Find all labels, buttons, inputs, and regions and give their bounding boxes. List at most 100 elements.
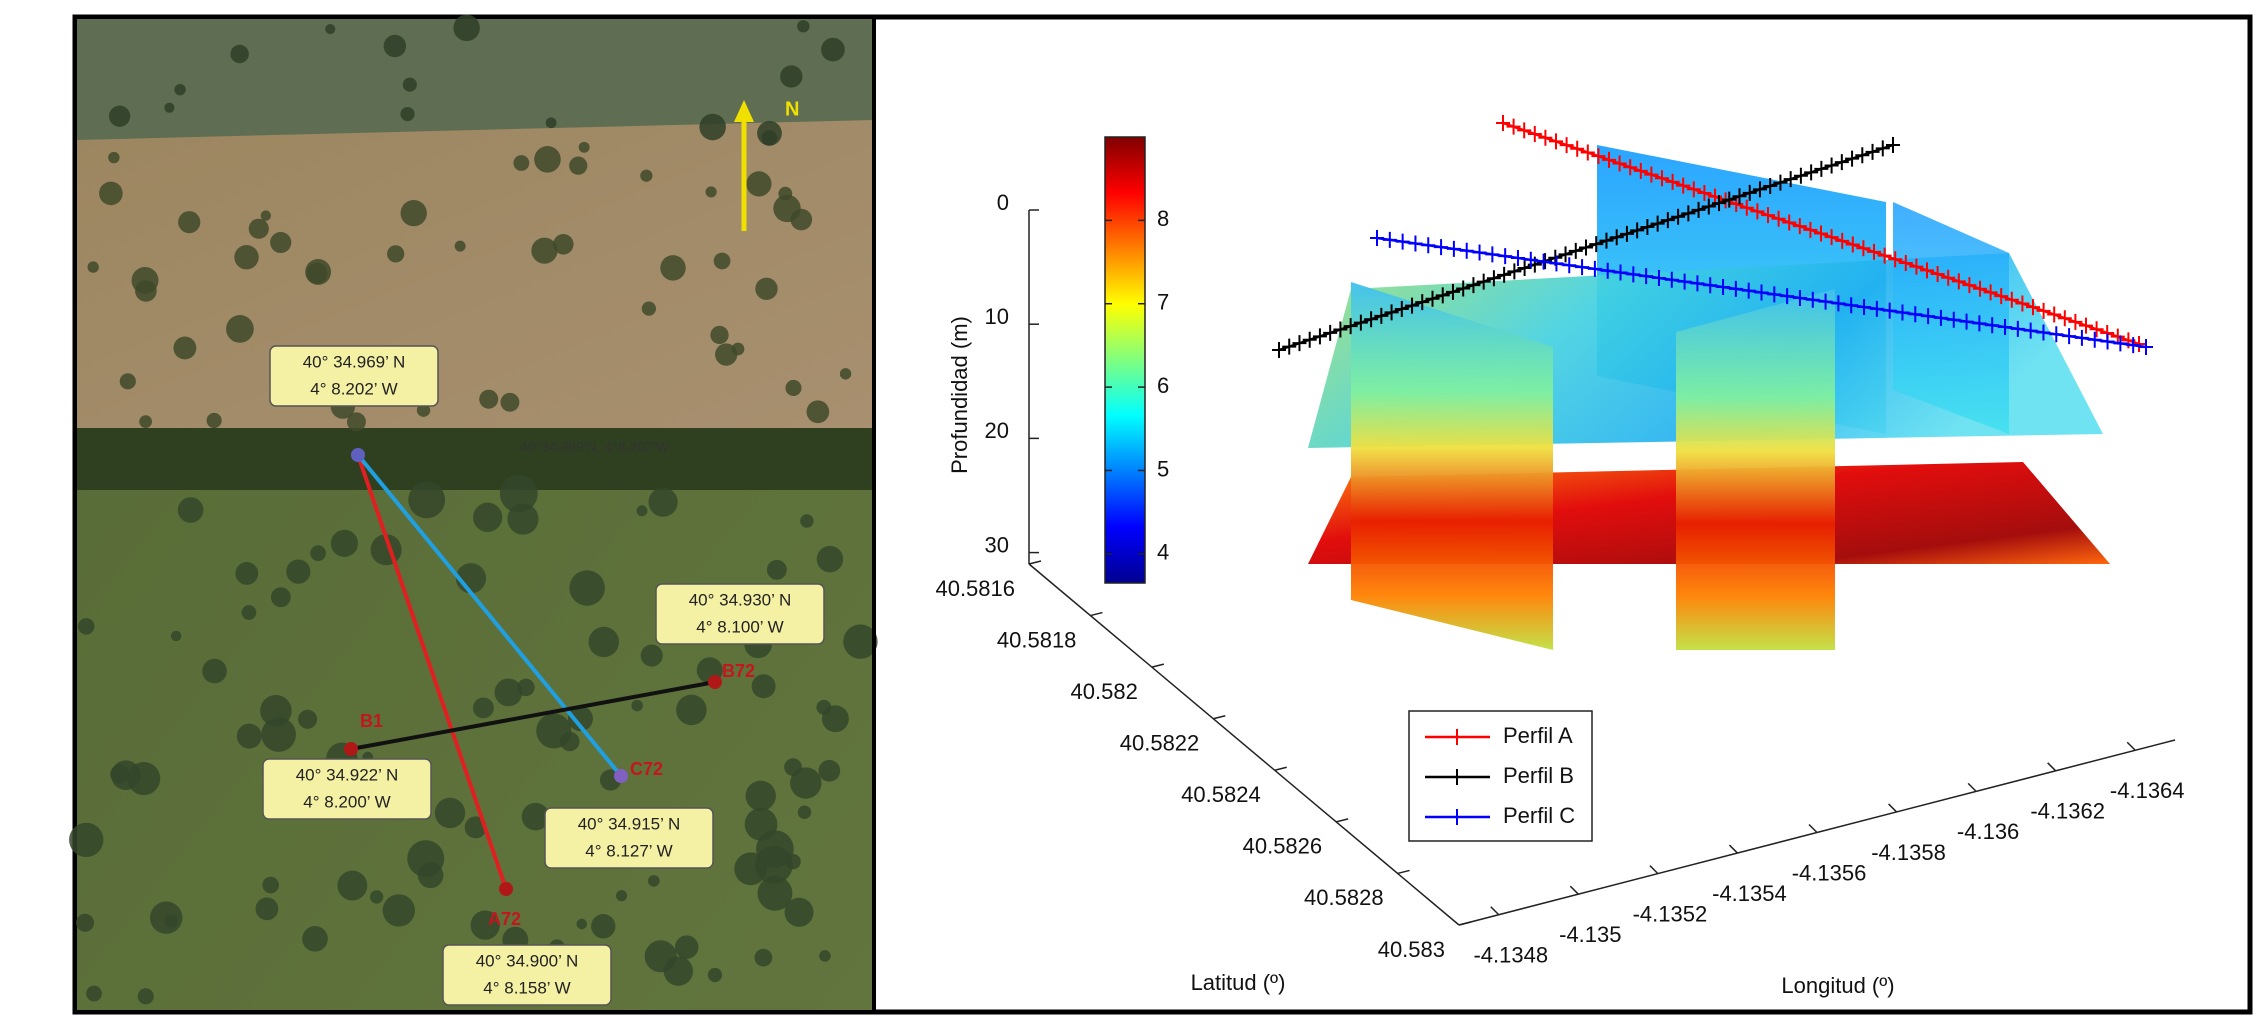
tree (235, 562, 258, 585)
tree (797, 20, 809, 32)
tree (591, 914, 615, 938)
tree (337, 871, 367, 901)
tree (664, 956, 693, 985)
tree (785, 380, 801, 396)
x-tick-label: 40.5822 (1120, 731, 1200, 756)
tree-row (77, 428, 874, 490)
x-tick-label: 40.583 (1378, 937, 1445, 962)
tree (569, 570, 605, 606)
tree (660, 255, 685, 280)
tree (706, 186, 717, 197)
tree (778, 187, 792, 201)
tree (640, 170, 652, 182)
tree (798, 806, 811, 819)
tree (109, 106, 130, 127)
tree (256, 897, 279, 920)
map-point (499, 882, 513, 896)
z-tick-label: 10 (985, 304, 1009, 329)
tree (108, 152, 119, 163)
tree (746, 171, 771, 196)
tree (401, 200, 427, 226)
tree (767, 560, 787, 580)
coordinate-lat: 40° 34.930’ N (689, 590, 792, 609)
tree (817, 546, 843, 572)
tree (780, 65, 802, 87)
y-tick-label: -4.1348 (1473, 943, 1548, 968)
tree (536, 713, 571, 748)
tree (202, 659, 227, 684)
tree (579, 142, 590, 153)
tree (818, 760, 840, 782)
tree (69, 823, 103, 857)
tree (306, 263, 327, 284)
map-point (614, 769, 628, 783)
tree (495, 678, 523, 706)
tree (699, 114, 726, 141)
tree (120, 373, 136, 389)
tree (171, 631, 181, 641)
colorbar-tick-label: 6 (1157, 373, 1169, 398)
tree (513, 155, 529, 171)
tree (110, 764, 129, 783)
tree (641, 645, 663, 667)
z-tick-label: 0 (997, 190, 1009, 215)
tree (676, 695, 707, 726)
x-axis-label: Latitud (º) (1191, 970, 1286, 995)
tree (648, 488, 677, 517)
tree (400, 107, 414, 121)
tree (403, 78, 417, 92)
north-label: N (785, 98, 799, 120)
x-tick-label: 40.582 (1071, 679, 1138, 704)
figure: N 40°34.969'N, 4°8.202'W B1B72C72A7240° … (0, 0, 2266, 1019)
tree (675, 935, 698, 958)
tree (714, 253, 731, 270)
tree (384, 35, 406, 57)
point-label: A72 (488, 909, 521, 929)
tree (78, 618, 94, 634)
map-point (351, 448, 365, 462)
tree (325, 24, 335, 34)
point-label: B1 (360, 711, 383, 731)
tree (139, 415, 152, 428)
map-panel: N 40°34.969'N, 4°8.202'W B1B72C72A7240° … (69, 15, 878, 1010)
colorbar-tick-label: 7 (1157, 290, 1169, 315)
tree (517, 679, 534, 696)
x-tick-label: 40.5828 (1304, 885, 1384, 910)
tree (249, 219, 269, 239)
tree (648, 875, 660, 887)
tree (138, 988, 154, 1004)
coordinate-lat: 40° 34.969’ N (303, 352, 406, 371)
tree (270, 232, 291, 253)
z-tick-label: 30 (985, 532, 1009, 557)
z-tick-label: 20 (985, 418, 1009, 443)
coordinate-lon: 4° 8.100’ W (696, 617, 783, 636)
field (77, 120, 874, 445)
tree (821, 38, 845, 62)
tree (715, 343, 737, 365)
map-point (708, 675, 722, 689)
tree (589, 627, 619, 657)
tree (435, 798, 465, 828)
tree (173, 337, 196, 360)
tree (637, 505, 648, 516)
tree (755, 278, 777, 300)
tree (806, 400, 829, 423)
x-tick-label: 40.5826 (1243, 834, 1323, 859)
tree (479, 390, 498, 409)
tree (383, 894, 415, 926)
tree (226, 315, 254, 343)
point-label: C72 (630, 759, 663, 779)
tree (819, 950, 831, 962)
legend-label: Perfil A (1503, 723, 1573, 748)
tree (207, 413, 222, 428)
tree (840, 368, 851, 379)
tree (473, 697, 494, 718)
tree (790, 209, 812, 231)
tree (86, 986, 102, 1002)
tree (347, 412, 366, 431)
tree (260, 695, 292, 727)
tree (642, 302, 656, 316)
tree (708, 968, 722, 982)
tree (762, 130, 778, 146)
tree (500, 393, 519, 412)
